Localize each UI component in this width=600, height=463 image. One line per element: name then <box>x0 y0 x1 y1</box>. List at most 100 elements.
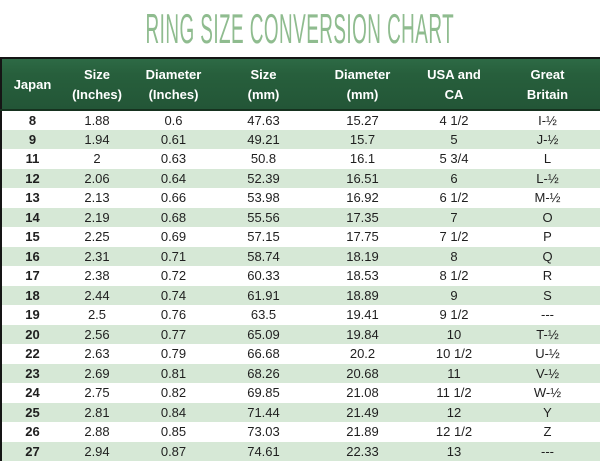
table-cell: 2 <box>93 151 101 167</box>
table-cell: 27 <box>25 443 40 459</box>
table-cell: 0.76 <box>160 307 187 323</box>
table-cell: L <box>543 151 552 167</box>
table-cell: 1.94 <box>84 131 110 147</box>
table-cell: 2.44 <box>84 287 110 303</box>
table-cell: 65.09 <box>247 326 280 342</box>
table-row: 24 2.75 0.82 69.85 21.08 11 1/2 W-½ <box>1 383 600 403</box>
table-cell: 25 <box>25 404 40 420</box>
table-cell: 66.68 <box>247 346 280 362</box>
table-cell: 0.64 <box>160 170 187 186</box>
table-cell: 0.69 <box>160 229 187 245</box>
table-cell: 16.1 <box>349 151 376 167</box>
table-cell: 15 <box>25 229 40 245</box>
table-cell: T-½ <box>536 326 559 342</box>
table-cell: 0.82 <box>160 385 187 401</box>
table-cell: 7 <box>450 209 458 225</box>
table-cell: 60.33 <box>247 268 280 284</box>
table-cell: 8 <box>450 248 458 264</box>
table-cell: 9 <box>28 131 37 147</box>
table-cell: 0.68 <box>160 209 187 225</box>
table-cell: P <box>543 229 552 245</box>
table-cell: 21.49 <box>346 404 379 420</box>
table-row: 14 2.19 0.68 55.56 17.35 7 O <box>1 207 600 227</box>
table-row: 18 2.44 0.74 61.91 18.89 9 S <box>1 285 600 305</box>
table-cell: Y <box>543 404 552 420</box>
table-cell: S <box>543 287 552 303</box>
table-cell: 57.15 <box>247 229 280 245</box>
table-cell: 21.08 <box>346 385 379 401</box>
table-row: 13 2.13 0.66 53.98 16.92 6 1/2 M-½ <box>1 188 600 208</box>
table-cell: 2.94 <box>84 443 110 459</box>
table-cell: 0.79 <box>160 346 187 362</box>
table-row: 16 2.31 0.71 58.74 18.19 8 Q <box>1 246 600 266</box>
table-cell: --- <box>541 307 554 323</box>
table-cell: 0.66 <box>160 190 187 206</box>
ring-size-table-body: 8 1.88 0.6 47.63 15.27 4 1/2 I-½ 9 1.94 0.61 49.21… <box>1 110 600 461</box>
table-cell: 19.84 <box>346 326 379 342</box>
table-cell: 74.61 <box>247 443 280 459</box>
table-cell: 11 1/2 <box>436 385 472 401</box>
table-cell: 12 <box>25 170 40 186</box>
table-cell: Z <box>543 424 552 440</box>
table-cell: 58.74 <box>247 248 280 264</box>
table-cell: 47.63 <box>247 112 280 128</box>
col-header-label: Size <box>83 66 110 82</box>
table-cell: 0.85 <box>160 424 187 440</box>
table-cell: 17.35 <box>346 209 379 225</box>
table-cell: 2.69 <box>84 365 110 381</box>
table-cell: 2.56 <box>84 326 110 342</box>
table-cell: 2.5 <box>87 307 107 323</box>
table-cell: 11 <box>25 151 40 167</box>
table-cell: 12 1/2 <box>435 424 473 440</box>
col-header-japan: Japan <box>1 57 63 111</box>
table-cell: 18.53 <box>346 268 379 284</box>
table-cell: 68.26 <box>247 365 280 381</box>
table-cell: 55.56 <box>247 209 280 225</box>
col-header-label: (mm) <box>346 86 379 102</box>
col-header-label: Britain <box>526 86 569 102</box>
table-row: 23 2.69 0.81 68.26 20.68 11 V-½ <box>1 363 600 383</box>
table-cell: 1.88 <box>84 112 110 128</box>
table-cell: 6 1/2 <box>439 190 469 206</box>
table-cell: 0.81 <box>160 365 187 381</box>
table-cell: 0.77 <box>160 326 187 342</box>
col-header-label: CA <box>444 86 464 102</box>
table-row: 22 2.63 0.79 66.68 20.2 10 1/2 U-½ <box>1 344 600 364</box>
col-header-great-britain: Great Britain <box>494 57 600 111</box>
col-header-usa-ca: USA and CA <box>414 57 494 111</box>
col-header-size-mm: Size (mm) <box>216 57 311 111</box>
table-cell: 16.51 <box>346 170 379 186</box>
table-cell: 7 1/2 <box>439 229 469 245</box>
table-row: 12 2.06 0.64 52.39 16.51 6 L-½ <box>1 168 600 188</box>
table-cell: W-½ <box>533 385 562 401</box>
col-header-label: Japan <box>13 76 52 92</box>
table-cell: 24 <box>25 385 40 401</box>
table-cell: 2.81 <box>84 404 110 420</box>
table-cell: V-½ <box>535 365 560 381</box>
table-cell: M-½ <box>534 190 561 206</box>
col-header-label: Size <box>250 66 277 82</box>
table-cell: 18.89 <box>346 287 379 303</box>
table-cell: 22.33 <box>346 443 379 459</box>
table-cell: 50.8 <box>250 151 277 167</box>
table-cell: 13 <box>446 443 462 459</box>
page-title-area: RING SIZE CONVERSION CHART <box>0 0 600 57</box>
table-cell: 5 3/4 <box>439 151 469 167</box>
table-cell: --- <box>541 443 554 459</box>
table-cell: 5 <box>450 131 458 147</box>
table-cell: 0.74 <box>160 287 187 303</box>
table-row: 19 2.5 0.76 63.5 19.41 9 1/2 --- <box>1 305 600 325</box>
table-row: 15 2.25 0.69 57.15 17.75 7 1/2 P <box>1 227 600 247</box>
table-cell: 14 <box>25 209 40 225</box>
table-cell: I-½ <box>538 112 557 128</box>
col-header-size-inches: Size (Inches) <box>63 57 131 111</box>
table-cell: Q <box>542 248 553 264</box>
table-cell: 73.03 <box>247 424 280 440</box>
table-cell: R <box>542 268 553 284</box>
col-header-label: USA and <box>427 66 481 82</box>
table-row: 25 2.81 0.84 71.44 21.49 12 Y <box>1 402 600 422</box>
table-cell: 20.68 <box>346 365 379 381</box>
table-cell: U-½ <box>535 346 560 362</box>
col-header-label: Great <box>530 66 565 82</box>
table-cell: 2.38 <box>84 268 110 284</box>
